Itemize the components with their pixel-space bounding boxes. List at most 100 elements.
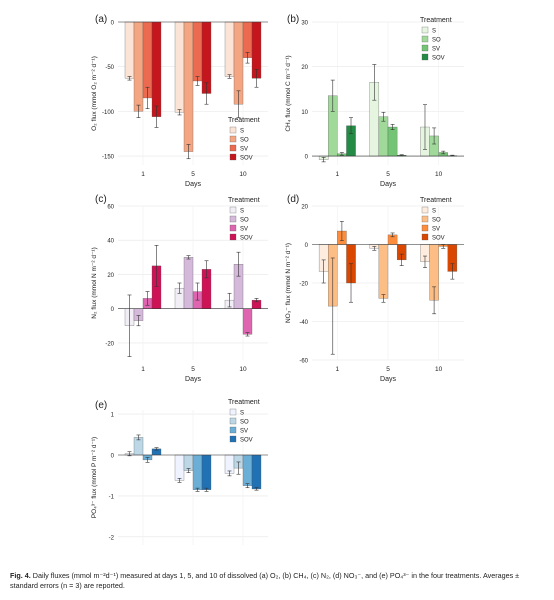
bar	[174, 21, 185, 113]
caption-label: Fig. 4.	[10, 571, 31, 580]
legend-label: S	[432, 29, 436, 35]
legend-label: SO	[240, 420, 249, 426]
y-tick-label: 40	[107, 239, 114, 245]
legend-label: SV	[432, 227, 440, 233]
y-tick-label: 60	[107, 205, 114, 211]
bar	[183, 257, 194, 309]
y-tick-label: -150	[102, 155, 115, 161]
legend-label: S	[240, 209, 244, 215]
x-tick-label: 10	[239, 366, 247, 373]
caption-text: Daily fluxes (mmol m⁻²d⁻¹) measured at d…	[10, 571, 520, 590]
panel-label: (d)	[287, 194, 299, 205]
x-axis-label: Days	[380, 181, 396, 188]
bar	[224, 21, 235, 77]
x-tick-label: 10	[435, 171, 443, 178]
legend-title: Treatment	[228, 117, 260, 124]
bar	[174, 454, 185, 481]
y-tick-label: 20	[301, 65, 308, 71]
legend-label: SOV	[432, 236, 445, 242]
chart-panel: -20 0 20 40 60 1 5 10 Days N₂ flux (mmol N m⁻² d⁻…	[91, 194, 268, 383]
y-axis-label: PO₄³⁻ flux (mmol P m⁻² d⁻¹)	[91, 437, 98, 518]
figure-panels: 0 -50 -1 0 0 -150 1 5 10 Days O₂ flux (mmol O₂ m⁻²…	[91, 14, 464, 545]
y-tick-label: 30	[301, 21, 308, 27]
legend-swatch	[229, 144, 237, 152]
x-tick-label: 5	[386, 366, 390, 373]
legend-swatch	[229, 135, 237, 143]
x-tick-label: 5	[386, 171, 390, 178]
bar	[242, 454, 253, 486]
figure-caption: Fig. 4. Daily fluxes (mmol m⁻²d⁻¹) measu…	[10, 571, 548, 591]
legend-label: SO	[432, 38, 441, 44]
legend-swatch	[421, 26, 429, 34]
x-axis-label: Days	[380, 376, 396, 383]
bar	[124, 21, 135, 79]
y-tick-label: -20	[105, 341, 114, 347]
chart-panel: 0 10 20 30 1 5 10 Days CH₄ flux (mmol C m⁻² d⁻¹)…	[285, 14, 464, 188]
legend-label: SO	[240, 138, 249, 144]
y-tick-label: 0	[111, 454, 115, 460]
legend-label: SO	[240, 218, 249, 224]
legend-label: S	[432, 209, 436, 215]
x-tick-label: 5	[191, 366, 195, 373]
y-tick-label: -50	[105, 65, 114, 71]
legend-label: SV	[432, 47, 440, 53]
x-tick-label: 1	[336, 171, 340, 178]
legend-label: S	[240, 411, 244, 417]
legend-label: SV	[240, 147, 248, 153]
legend-label: SOV	[240, 438, 253, 444]
y-axis-label: O₂ flux (mmol O₂ m⁻² d⁻¹)	[91, 56, 98, 131]
legend-swatch	[229, 435, 237, 443]
legend-swatch	[229, 233, 237, 241]
y-tick-label: 0	[305, 155, 309, 161]
y-axis-label: NO₃⁻ flux (mmol N m⁻² d⁻¹)	[285, 243, 292, 323]
y-tick-label: -1	[109, 494, 115, 500]
legend-label: S	[240, 129, 244, 135]
legend-swatch	[421, 215, 429, 223]
chart-panel: 0 -50 -100 -150 1 5 10 Days O₂ flux (mmol O₂ m⁻²…	[91, 14, 268, 188]
bar	[183, 21, 194, 152]
y-tick-label: 0	[111, 21, 115, 27]
legend-swatch	[421, 53, 429, 61]
x-tick-label: 1	[336, 366, 340, 373]
legend-swatch	[229, 153, 237, 161]
legend-swatch	[229, 417, 237, 425]
legend-label: SOV	[240, 156, 253, 162]
bar	[151, 21, 162, 117]
x-tick-label: 5	[191, 171, 195, 178]
legend-swatch	[421, 224, 429, 232]
y-tick-label: -20	[299, 282, 308, 288]
legend-swatch	[229, 426, 237, 434]
panel-label: (b)	[287, 14, 299, 25]
legend-swatch	[421, 206, 429, 214]
y-tick-label: 1	[111, 413, 115, 419]
y-axis-label: N₂ flux (mmol N m⁻² d⁻¹)	[91, 247, 98, 319]
legend-swatch	[229, 215, 237, 223]
legend-title: Treatment	[228, 399, 260, 406]
bar	[142, 21, 153, 99]
legend-swatch	[229, 224, 237, 232]
legend-title: Treatment	[420, 197, 452, 204]
legend-title: Treatment	[228, 197, 260, 204]
bar	[192, 454, 203, 490]
y-tick-label: -2	[109, 535, 115, 541]
x-tick-label: 10	[435, 366, 443, 373]
bar	[378, 244, 389, 299]
legend-swatch	[229, 206, 237, 214]
y-axis-label: CH₄ flux (mmol C m⁻² d⁻¹)	[285, 55, 292, 131]
y-tick-label: -40	[299, 320, 308, 326]
bar	[242, 308, 253, 335]
x-axis-label: Days	[185, 181, 201, 188]
panel-label: (a)	[95, 14, 107, 25]
y-tick-label: 20	[107, 273, 114, 279]
bar	[201, 454, 212, 490]
legend-label: SOV	[432, 56, 445, 62]
x-axis-label: Days	[185, 376, 201, 383]
bar	[133, 21, 144, 112]
y-tick-label: -60	[299, 359, 308, 365]
legend-swatch	[421, 35, 429, 43]
bar	[378, 116, 389, 157]
chart-panel: -2-1011510DaysPO₄³⁻ flux (mmol P m⁻² d⁻¹…	[91, 399, 268, 545]
bar	[224, 454, 235, 474]
bar	[251, 454, 262, 490]
